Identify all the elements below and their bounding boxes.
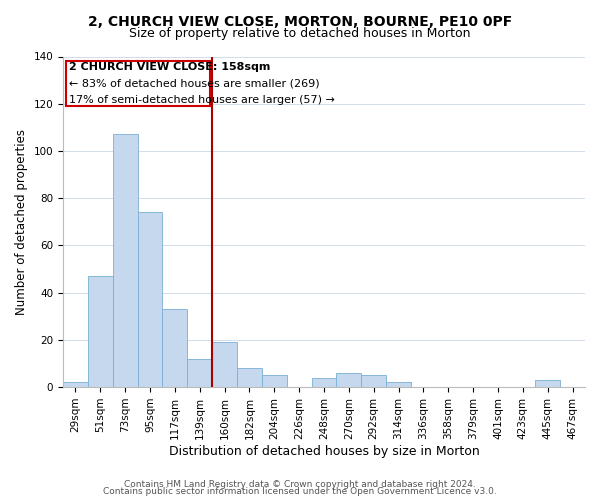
Text: 2 CHURCH VIEW CLOSE: 158sqm: 2 CHURCH VIEW CLOSE: 158sqm	[69, 62, 271, 72]
Text: Size of property relative to detached houses in Morton: Size of property relative to detached ho…	[129, 28, 471, 40]
Bar	[212, 342, 237, 387]
Bar	[361, 376, 386, 387]
Bar	[337, 373, 361, 387]
Bar	[163, 309, 187, 387]
Bar	[88, 276, 113, 387]
X-axis label: Distribution of detached houses by size in Morton: Distribution of detached houses by size …	[169, 444, 479, 458]
Bar	[113, 134, 137, 387]
Text: 2, CHURCH VIEW CLOSE, MORTON, BOURNE, PE10 0PF: 2, CHURCH VIEW CLOSE, MORTON, BOURNE, PE…	[88, 15, 512, 29]
Bar	[386, 382, 411, 387]
Bar	[262, 376, 287, 387]
Bar	[237, 368, 262, 387]
Text: 17% of semi-detached houses are larger (57) →: 17% of semi-detached houses are larger (…	[69, 96, 335, 106]
Bar	[311, 378, 337, 387]
Bar	[535, 380, 560, 387]
Bar	[187, 359, 212, 387]
Text: ← 83% of detached houses are smaller (269): ← 83% of detached houses are smaller (26…	[69, 79, 320, 89]
FancyBboxPatch shape	[65, 61, 209, 106]
Y-axis label: Number of detached properties: Number of detached properties	[15, 129, 28, 315]
Text: Contains HM Land Registry data © Crown copyright and database right 2024.: Contains HM Land Registry data © Crown c…	[124, 480, 476, 489]
Bar	[137, 212, 163, 387]
Text: Contains public sector information licensed under the Open Government Licence v3: Contains public sector information licen…	[103, 488, 497, 496]
Bar	[63, 382, 88, 387]
